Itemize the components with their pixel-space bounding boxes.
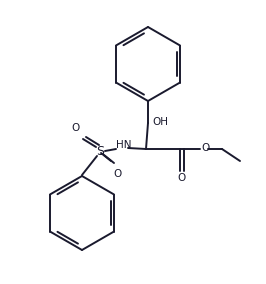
Text: OH: OH (152, 117, 168, 127)
Text: O: O (201, 143, 209, 153)
Text: O: O (178, 173, 186, 183)
Text: O: O (72, 123, 80, 133)
Text: S: S (96, 145, 104, 158)
Text: O: O (114, 169, 122, 179)
Text: HN: HN (116, 140, 131, 150)
